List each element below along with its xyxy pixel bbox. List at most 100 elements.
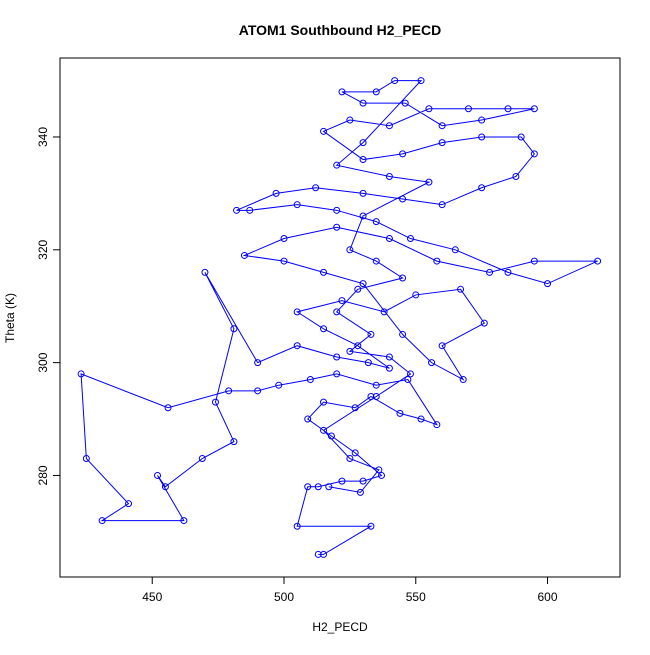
data-point: [433, 257, 441, 265]
data-point: [272, 189, 280, 197]
data-point: [385, 172, 393, 180]
x-tick-label: 500: [274, 590, 294, 604]
data-point: [399, 330, 407, 338]
data-point: [333, 353, 341, 361]
data-point: [417, 415, 425, 423]
data-point: [356, 488, 364, 496]
data-point: [98, 517, 106, 525]
data-point: [293, 308, 301, 316]
data-point: [320, 550, 328, 558]
data-point: [375, 466, 383, 474]
data-point: [367, 330, 375, 338]
data-point: [325, 483, 333, 491]
data-point: [354, 342, 362, 350]
data-point: [346, 246, 354, 254]
data-point: [293, 342, 301, 350]
data-point: [478, 116, 486, 124]
data-point: [359, 99, 367, 107]
data-point: [399, 150, 407, 158]
data-point: [280, 235, 288, 243]
data-point: [517, 133, 525, 141]
data-point: [198, 455, 206, 463]
data-point: [359, 139, 367, 147]
data-point: [385, 353, 393, 361]
data-point: [359, 156, 367, 164]
data-point: [346, 455, 354, 463]
data-point: [372, 392, 380, 400]
data-point: [225, 387, 233, 395]
data-point: [399, 274, 407, 282]
data-point: [254, 359, 262, 367]
data-point: [333, 223, 341, 231]
data-point: [399, 195, 407, 203]
data-point: [438, 139, 446, 147]
data-point: [504, 105, 512, 113]
data-point: [164, 404, 172, 412]
data-point: [367, 392, 375, 400]
data-point: [359, 477, 367, 485]
data-point: [372, 257, 380, 265]
data-point: [391, 77, 399, 85]
data-point: [480, 319, 488, 327]
data-point: [433, 421, 441, 429]
data-point: [351, 404, 359, 412]
data-point: [233, 206, 241, 214]
data-point: [333, 206, 341, 214]
data-point: [180, 517, 188, 525]
data-point: [312, 184, 320, 192]
data-point: [396, 409, 404, 417]
data-point: [459, 376, 467, 384]
data-point: [512, 172, 520, 180]
data-point: [351, 449, 359, 457]
data-point: [380, 308, 388, 316]
data-point: [211, 398, 219, 406]
data-point: [246, 206, 254, 214]
data-point: [320, 426, 328, 434]
data-point: [385, 122, 393, 130]
data-point: [346, 116, 354, 124]
data-point: [438, 342, 446, 350]
x-tick-label: 450: [142, 590, 162, 604]
data-point: [425, 178, 433, 186]
data-point: [438, 122, 446, 130]
data-point: [314, 550, 322, 558]
data-point: [320, 127, 328, 135]
x-tick-label: 550: [406, 590, 426, 604]
data-point: [367, 522, 375, 530]
data-point: [320, 268, 328, 276]
data-point: [359, 212, 367, 220]
data-point: [354, 285, 362, 293]
y-tick-label: 340: [36, 127, 50, 147]
data-point: [293, 201, 301, 209]
data-point: [438, 201, 446, 209]
data-point: [451, 246, 459, 254]
data-point: [594, 257, 602, 265]
data-point: [280, 257, 288, 265]
data-point: [320, 398, 328, 406]
data-point: [404, 376, 412, 384]
data-point: [364, 359, 372, 367]
data-point: [385, 364, 393, 372]
data-point: [359, 280, 367, 288]
data-point: [82, 455, 90, 463]
data-point: [240, 251, 248, 259]
data-point: [417, 77, 425, 85]
plot-frame: [59, 57, 621, 578]
data-point: [338, 88, 346, 96]
data-point: [478, 184, 486, 192]
data-point: [401, 99, 409, 107]
data-point: [333, 308, 341, 316]
data-point: [293, 522, 301, 530]
data-point: [333, 370, 341, 378]
y-tick-label: 320: [36, 239, 50, 259]
data-point: [338, 477, 346, 485]
data-point: [314, 483, 322, 491]
data-point: [254, 387, 262, 395]
data-point: [275, 381, 283, 389]
chart-title: ATOM1 Southbound H2_PECD: [239, 22, 441, 38]
data-point: [385, 235, 393, 243]
data-point: [320, 325, 328, 333]
data-point: [201, 268, 209, 276]
